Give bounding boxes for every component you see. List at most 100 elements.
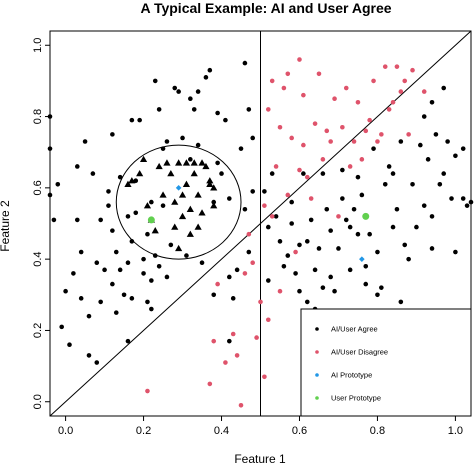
data-point-triangle	[190, 159, 198, 166]
data-point	[74, 164, 80, 169]
data-point-triangle	[202, 162, 210, 170]
data-point	[340, 124, 345, 130]
data-point	[297, 57, 302, 62]
data-point	[328, 139, 333, 144]
data-point	[74, 217, 80, 223]
data-point-triangle	[163, 159, 171, 166]
data-point	[149, 278, 154, 283]
x-axis-label: Feature 1	[234, 452, 286, 466]
data-point	[265, 224, 271, 230]
data-point	[320, 157, 326, 162]
data-point	[51, 217, 57, 223]
data-point	[269, 214, 275, 219]
data-point	[211, 338, 217, 344]
x-tick-label: 0.2	[136, 425, 151, 437]
data-point	[371, 78, 376, 84]
data-point	[82, 139, 88, 144]
data-point	[230, 331, 236, 337]
data-point	[312, 121, 318, 126]
data-point	[164, 274, 170, 280]
data-point	[113, 310, 119, 315]
data-point	[262, 203, 267, 208]
data-point	[332, 288, 337, 294]
data-point	[227, 196, 232, 201]
x-tick-label: 0.4	[214, 425, 229, 437]
data-point	[421, 203, 427, 208]
data-point	[398, 139, 404, 144]
data-point	[78, 249, 84, 255]
data-point	[464, 203, 470, 208]
data-point	[293, 249, 298, 255]
data-point	[336, 214, 341, 219]
data-point	[86, 313, 92, 319]
data-point	[129, 296, 135, 301]
data-point-triangle	[171, 198, 179, 205]
legend-label: AI Prototype	[331, 371, 372, 380]
data-point	[145, 231, 150, 237]
data-point	[110, 228, 115, 233]
data-point	[304, 239, 310, 244]
data-point	[141, 271, 146, 276]
data-point	[421, 89, 427, 94]
data-point	[441, 171, 447, 176]
data-point	[460, 146, 466, 151]
data-point	[191, 107, 197, 112]
data-point-triangle	[206, 180, 214, 187]
data-point-triangle	[175, 244, 183, 252]
data-point	[445, 139, 450, 144]
data-point	[215, 281, 220, 287]
data-point-triangle	[198, 159, 206, 166]
data-point	[215, 110, 220, 116]
data-point	[86, 353, 92, 358]
data-point	[102, 267, 107, 273]
data-point	[421, 114, 427, 119]
data-point	[433, 132, 439, 137]
data-points	[47, 57, 474, 408]
data-point	[227, 274, 232, 280]
data-point	[406, 132, 411, 137]
data-point	[262, 189, 267, 194]
data-point-triangle	[139, 155, 148, 163]
y-tick-label: 0.4	[32, 251, 44, 266]
data-point	[355, 174, 361, 180]
data-point	[320, 285, 326, 290]
data-point	[324, 206, 330, 212]
data-point	[386, 164, 392, 169]
data-point	[429, 246, 435, 251]
data-point	[304, 299, 310, 305]
data-point	[429, 214, 435, 219]
legend-label: AI/User Agree	[331, 325, 378, 334]
data-point	[355, 231, 361, 237]
data-point	[133, 178, 139, 184]
y-tick-label: 1.0	[32, 38, 44, 53]
data-point	[285, 192, 291, 198]
plot-frame	[49, 30, 472, 417]
data-point	[289, 135, 294, 141]
data-point	[94, 260, 100, 266]
x-tick-label: 0.8	[370, 425, 385, 437]
data-point	[347, 224, 353, 230]
data-point	[90, 171, 96, 176]
data-point	[386, 107, 392, 112]
data-point	[125, 260, 131, 266]
data-point	[308, 196, 314, 201]
y-tick-label: 0.0	[32, 394, 44, 409]
data-point	[110, 281, 115, 287]
data-point	[184, 253, 189, 258]
data-point-triangle	[143, 202, 152, 209]
data-point	[129, 117, 135, 123]
data-point	[254, 335, 259, 340]
data-point	[281, 85, 287, 91]
data-point	[343, 85, 349, 91]
data-point	[363, 263, 369, 269]
data-point	[223, 117, 228, 123]
data-point	[398, 299, 404, 305]
data-point	[382, 181, 388, 187]
data-point	[269, 171, 275, 176]
data-point-triangle	[186, 205, 194, 212]
data-point	[67, 342, 72, 348]
data-point	[297, 242, 302, 248]
data-point	[285, 71, 291, 77]
data-point	[332, 96, 337, 102]
